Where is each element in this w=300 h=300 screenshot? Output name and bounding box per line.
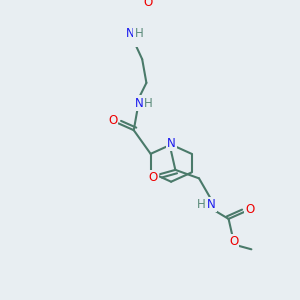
Text: O: O xyxy=(245,203,254,216)
Text: N: N xyxy=(126,27,135,40)
Text: O: O xyxy=(229,235,238,248)
Text: N: N xyxy=(167,137,176,150)
Text: N: N xyxy=(207,198,216,211)
Text: N: N xyxy=(135,97,144,110)
Text: H: H xyxy=(197,198,206,211)
Text: H: H xyxy=(134,27,143,40)
Text: O: O xyxy=(108,114,117,128)
Text: O: O xyxy=(143,0,153,9)
Text: O: O xyxy=(149,171,158,184)
Text: H: H xyxy=(144,97,152,110)
